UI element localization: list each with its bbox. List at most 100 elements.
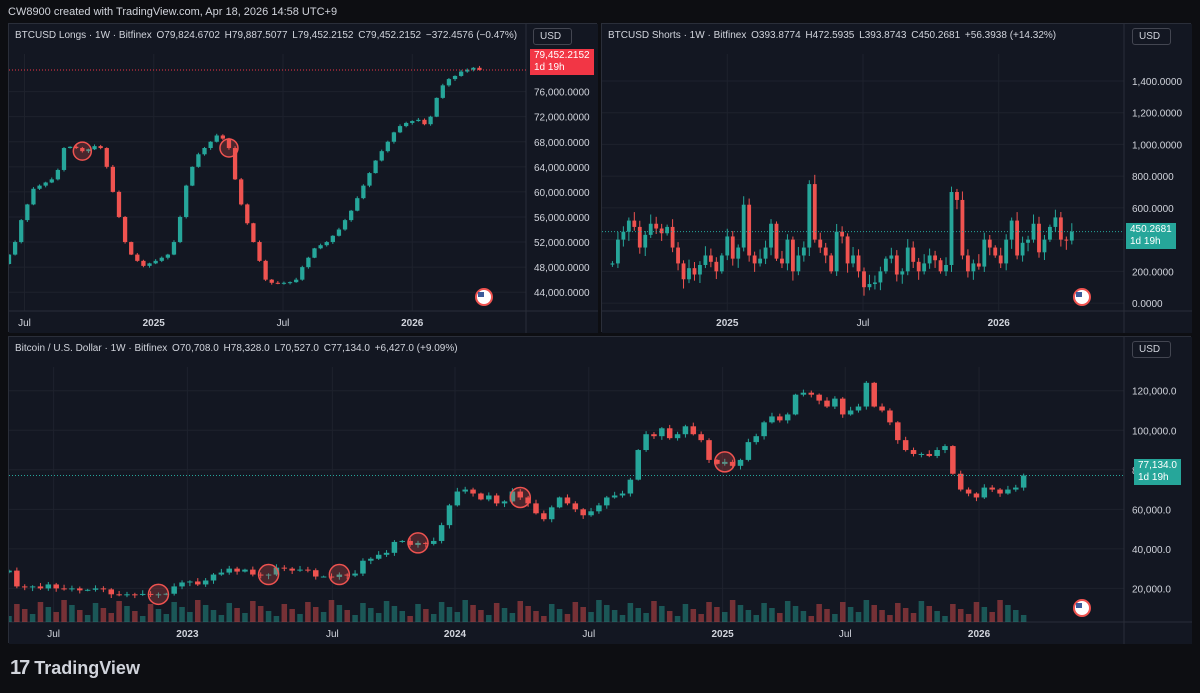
- candle-body: [824, 400, 830, 407]
- candle-body: [1053, 217, 1058, 227]
- candle-body: [659, 228, 664, 234]
- candle-body: [763, 247, 768, 259]
- volume-bar: [989, 612, 995, 622]
- candle-body: [25, 204, 30, 221]
- candle-body: [873, 282, 877, 285]
- candle-body: [670, 226, 675, 248]
- candle-body: [862, 271, 866, 288]
- volume-bar: [37, 602, 44, 622]
- volume-bar: [879, 610, 885, 622]
- longs-countdown: 1d 19h: [534, 62, 565, 73]
- candle-body: [318, 245, 323, 249]
- candle-body: [847, 410, 854, 415]
- y-tick-label: 72,000.0000: [534, 113, 590, 124]
- candle-body: [218, 572, 225, 575]
- volume-bar: [580, 607, 586, 622]
- y-tick-label: 1,000.0000: [1132, 140, 1182, 151]
- candle-body: [478, 493, 484, 500]
- candle-body: [245, 204, 250, 224]
- highlight-circle: [509, 486, 532, 509]
- volume-bar: [651, 601, 657, 622]
- tradingview-logo[interactable]: 17 TradingView: [10, 657, 140, 680]
- candle-body: [1013, 487, 1019, 490]
- btc-symbol[interactable]: Bitcoin / U.S. Dollar · 1W · Bitfinex: [15, 343, 168, 354]
- candle-body: [957, 473, 964, 490]
- candle-body: [132, 594, 138, 596]
- candle-body: [242, 569, 248, 572]
- btc-chart-pane[interactable]: 20,000.040,000.060,000.080,000.0100,000.…: [8, 336, 1192, 644]
- volume-bar: [902, 608, 909, 622]
- candle-body: [708, 255, 713, 262]
- volume-bar: [509, 613, 516, 622]
- x-tick-label: Jul: [47, 629, 60, 640]
- candle-body: [722, 461, 728, 464]
- candle-body: [800, 392, 807, 395]
- candle-body: [471, 67, 476, 70]
- candle-body: [1004, 239, 1009, 264]
- candle-body: [501, 501, 508, 504]
- volume-bar: [360, 603, 366, 622]
- candle-body: [349, 210, 354, 221]
- volume-bar: [541, 616, 547, 622]
- volume-bar: [1005, 605, 1011, 622]
- shorts-currency-button[interactable]: USD: [1132, 28, 1172, 45]
- y-tick-label: 52,000.0000: [534, 238, 590, 249]
- volume-bar: [682, 604, 689, 622]
- candle-body: [867, 284, 872, 288]
- candle-body: [1058, 217, 1063, 240]
- candle-body: [486, 495, 492, 500]
- longs-low: L79,452.2152: [292, 30, 354, 41]
- candle-body: [604, 497, 610, 506]
- volume-bar: [383, 601, 390, 622]
- candle-body: [12, 242, 18, 255]
- btc-currency-button[interactable]: USD: [1132, 341, 1172, 358]
- volume-bar: [132, 611, 138, 622]
- candle-body: [627, 479, 634, 494]
- candle-body: [139, 593, 146, 595]
- y-tick-label: 120,000.0: [1132, 387, 1177, 398]
- btc-close: C77,134.0: [323, 343, 370, 354]
- volume-bar: [289, 609, 295, 622]
- candle-body: [202, 580, 209, 585]
- volume-bar: [202, 605, 209, 622]
- longs-chart-pane[interactable]: 44,000.0000 48,000.0000 52,000.0000 56,000.…: [8, 23, 598, 333]
- candle-body: [312, 248, 317, 258]
- candle-body: [19, 220, 24, 243]
- candle-body: [459, 71, 464, 76]
- volume-bar: [53, 612, 59, 622]
- shorts-symbol[interactable]: BTCUSD Shorts · 1W · Bitfinex: [608, 30, 747, 41]
- volume-bar: [92, 603, 99, 622]
- longs-symbol[interactable]: BTCUSD Longs · 1W · Bitfinex: [15, 30, 152, 41]
- longs-change: −372.4576 (−0.47%): [425, 30, 518, 41]
- volume-bar: [777, 613, 783, 622]
- volume-bar: [753, 615, 759, 622]
- volume-bar: [438, 602, 445, 622]
- candle-body: [949, 192, 954, 265]
- volume-bar: [45, 607, 52, 622]
- candle-body: [454, 491, 461, 506]
- candle-body: [92, 588, 99, 590]
- candle-body: [736, 247, 741, 259]
- candle-body: [226, 568, 232, 573]
- candle-body: [9, 570, 12, 573]
- candle-body: [336, 574, 343, 577]
- volume-bar: [942, 616, 948, 622]
- candle-body: [976, 263, 981, 267]
- volume-bar: [344, 610, 350, 622]
- candle-body: [973, 493, 980, 498]
- candle-body: [404, 122, 409, 127]
- candle-body: [916, 261, 921, 272]
- longs-currency-button[interactable]: USD: [533, 28, 573, 45]
- highlight-circle: [407, 532, 429, 554]
- candle-body: [632, 220, 637, 227]
- candle-body: [926, 453, 933, 456]
- btc-last-price-tag: 77,134.0 1d 19h: [1134, 459, 1181, 485]
- longs-last-price-tag: 79,452.2152 1d 19h: [530, 49, 594, 75]
- volume-bar: [250, 601, 256, 622]
- volume-bar: [887, 615, 893, 622]
- volume-bar: [564, 614, 571, 622]
- candle-body: [761, 422, 767, 437]
- candle-body: [933, 255, 937, 261]
- candle-body: [336, 229, 342, 236]
- shorts-chart-pane[interactable]: 0.0000200.0000400.0000600.0000800.00001,…: [601, 23, 1192, 333]
